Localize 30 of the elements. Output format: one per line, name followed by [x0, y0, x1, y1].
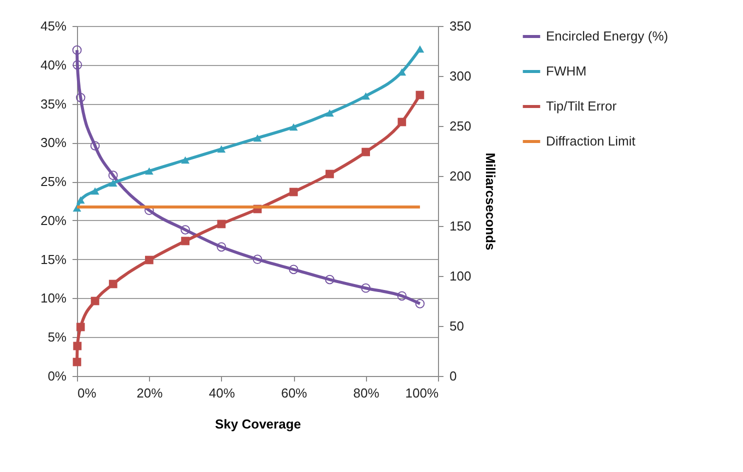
y2-tick-label: 200	[450, 168, 472, 184]
y-tick-label: 40%	[40, 57, 67, 72]
y-tick-label: 45%	[40, 18, 67, 34]
y2-tick-label: 250	[450, 118, 472, 134]
legend-label: FWHM	[546, 64, 586, 78]
y-tick-label: 30%	[40, 135, 67, 150]
y2-axis-title: Milliarcseconds	[483, 152, 498, 250]
y-tick-label: 10%	[40, 290, 67, 306]
x-tick-label: 0%	[78, 386, 97, 400]
legend-label: Encircled Energy (%)	[546, 28, 668, 44]
x-tick-label: 40%	[208, 386, 236, 400]
x-tick-label: 80%	[353, 386, 380, 400]
x-tick-label: 20%	[136, 386, 164, 400]
y2-tick-label: 300	[450, 68, 472, 84]
x-tick-label: 100%	[405, 386, 439, 400]
legend-label: Diffraction Limit	[546, 134, 636, 148]
x-axis-title: Sky Coverage	[215, 416, 301, 432]
y-tick-label: 5%	[48, 330, 67, 345]
y2-tick-label: 150	[450, 218, 472, 234]
y2-tick-label: 0	[450, 368, 457, 384]
x-tick-label: 60%	[281, 386, 308, 400]
y2-tick-label: 350	[450, 18, 472, 34]
y-tick-label: 25%	[40, 174, 67, 190]
y-tick-label: 20%	[40, 212, 67, 228]
y2-tick-label: 50	[450, 318, 464, 334]
y-tick-label: 35%	[40, 96, 67, 112]
y-tick-label: 15%	[40, 252, 67, 267]
legend-label: Tip/Tilt Error	[546, 98, 618, 114]
y-tick-label: 0%	[48, 368, 67, 384]
y2-tick-label: 100	[450, 268, 472, 284]
